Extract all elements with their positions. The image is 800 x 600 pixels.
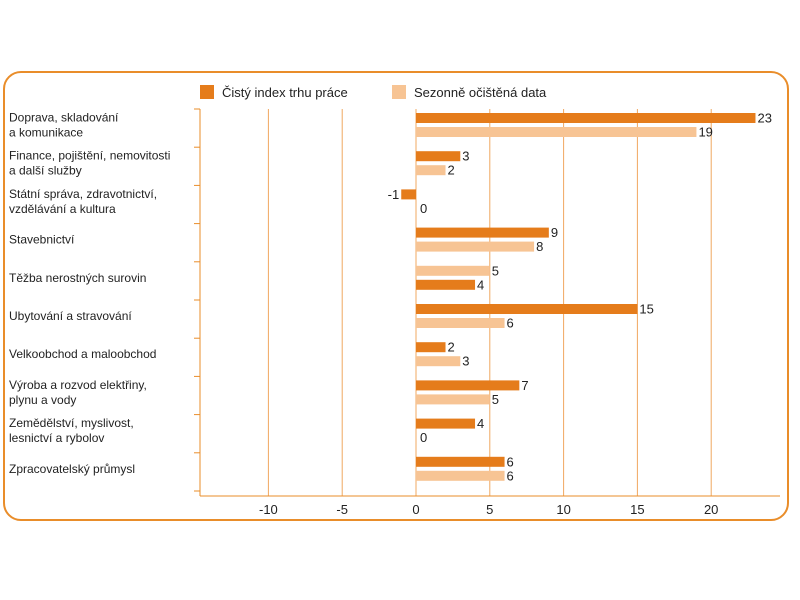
category-label-9: Zpracovatelský průmysl xyxy=(9,462,135,476)
category-label-line: Doprava, skladování xyxy=(9,111,119,125)
legend-label-0: Čistý index trhu práce xyxy=(222,85,348,100)
bar-series0-cat8 xyxy=(416,418,476,429)
bar-series0-cat7 xyxy=(416,380,520,391)
value-label-series0-cat1: 3 xyxy=(462,149,469,164)
category-label-2: Státní správa, zdravotnictví, vzdělávání … xyxy=(9,187,157,216)
value-label-series0-cat2: -1 xyxy=(388,187,400,202)
x-tick-label: 15 xyxy=(630,502,644,517)
value-label-series1-cat8: 0 xyxy=(420,430,427,445)
x-tick-label: 20 xyxy=(704,502,718,517)
bar-series1-cat1 xyxy=(416,165,446,176)
category-label-line: Těžba nerostných surovin xyxy=(9,271,146,285)
bar-series0-cat6 xyxy=(416,342,446,353)
category-label-line: Stavebnictví xyxy=(9,233,75,247)
bar-series0-cat5 xyxy=(416,304,638,314)
bar-series1-cat9 xyxy=(416,470,505,481)
value-label-series0-cat4: 4 xyxy=(477,277,484,292)
value-label-series1-cat2: 0 xyxy=(420,201,427,216)
bar-series1-cat5 xyxy=(416,318,505,328)
grid-layer xyxy=(267,109,712,496)
value-label-series1-cat7: 5 xyxy=(492,392,499,407)
x-axis: -10 -5 0 5 10 15 20 xyxy=(194,108,780,517)
value-label-series1-cat1: 2 xyxy=(448,163,455,178)
value-label-series0-cat6: 2 xyxy=(448,340,455,355)
category-label-7: Výroba a rozvod elektřiny, plynu a vody xyxy=(9,378,147,407)
category-label-line: Zemědělství, myslivost, xyxy=(9,416,134,430)
value-label-series1-cat9: 6 xyxy=(507,468,514,483)
x-tick-label: -10 xyxy=(259,502,278,517)
value-label-series1-cat5: 6 xyxy=(507,316,514,331)
value-label-series1-cat0: 19 xyxy=(698,125,712,140)
bar-series0-cat0 xyxy=(416,113,756,123)
legend-swatch-0 xyxy=(200,85,214,99)
bar-series0-cat1 xyxy=(416,151,461,162)
category-label-0: Doprava, skladování a komunikace xyxy=(9,111,119,140)
bar-series0-cat3 xyxy=(416,227,549,238)
bar-series0-cat9 xyxy=(416,456,505,467)
legend-swatch-1 xyxy=(392,85,406,99)
x-tick-label: -5 xyxy=(336,502,348,517)
value-label-series0-cat7: 7 xyxy=(521,378,528,393)
value-label-series1-cat3: 8 xyxy=(536,239,543,254)
value-label-series0-cat8: 4 xyxy=(477,416,484,431)
category-label-1: Finance, pojištění, nemovitosti a další s… xyxy=(9,149,170,178)
bar-series1-cat6 xyxy=(416,356,461,367)
legend: Čistý index trhu práce Sezonně očištěná d… xyxy=(200,85,547,100)
category-label-line: a další služby xyxy=(9,164,82,178)
category-label-5: Ubytování a stravování xyxy=(9,309,132,323)
value-label-series1-cat6: 3 xyxy=(462,354,469,369)
category-label-line: Ubytování a stravování xyxy=(9,309,132,323)
bar-series1-cat0 xyxy=(416,127,697,137)
category-label-line: Velkoobchod a maloobchod xyxy=(9,347,156,361)
category-label-line: a komunikace xyxy=(9,126,83,140)
bar-series1-cat4 xyxy=(416,265,490,276)
chart-frame xyxy=(3,71,789,521)
category-label-line: vzdělávání a kultura xyxy=(9,202,116,216)
bar-series0-cat4 xyxy=(416,279,476,290)
category-label-line: Zpracovatelský průmysl xyxy=(9,462,135,476)
bar-series0-cat2 xyxy=(401,189,416,200)
value-label-series0-cat0: 23 xyxy=(757,111,771,126)
category-label-6: Velkoobchod a maloobchod xyxy=(9,347,156,361)
value-label-series0-cat3: 9 xyxy=(551,225,558,240)
x-tick-label: 0 xyxy=(412,502,419,517)
category-label-line: plynu a vody xyxy=(9,393,76,407)
bar-series1-cat7 xyxy=(416,394,490,405)
category-label-line: Výroba a rozvod elektřiny, xyxy=(9,378,147,392)
category-label-line: Finance, pojištění, nemovitosti xyxy=(9,149,170,163)
legend-label-1: Sezonně očištěná data xyxy=(414,85,547,100)
category-label-line: lesnictví a rybolov xyxy=(9,431,104,445)
category-label-8: Zemědělství, myslivost, lesnictví a rybol… xyxy=(9,416,134,445)
bar-series1-cat3 xyxy=(416,241,535,252)
category-label-4: Těžba nerostných surovin xyxy=(9,271,146,285)
value-label-series0-cat9: 6 xyxy=(507,454,514,469)
value-label-series1-cat4: 5 xyxy=(492,263,499,278)
x-tick-label: 10 xyxy=(556,502,570,517)
category-label-line: Státní správa, zdravotnictví, xyxy=(9,187,157,201)
category-label-3: Stavebnictví xyxy=(9,233,75,247)
x-tick-label: 5 xyxy=(486,502,493,517)
value-label-series0-cat5: 15 xyxy=(639,302,653,317)
category-labels: Doprava, skladování a komunikace Finance, … xyxy=(9,111,170,476)
